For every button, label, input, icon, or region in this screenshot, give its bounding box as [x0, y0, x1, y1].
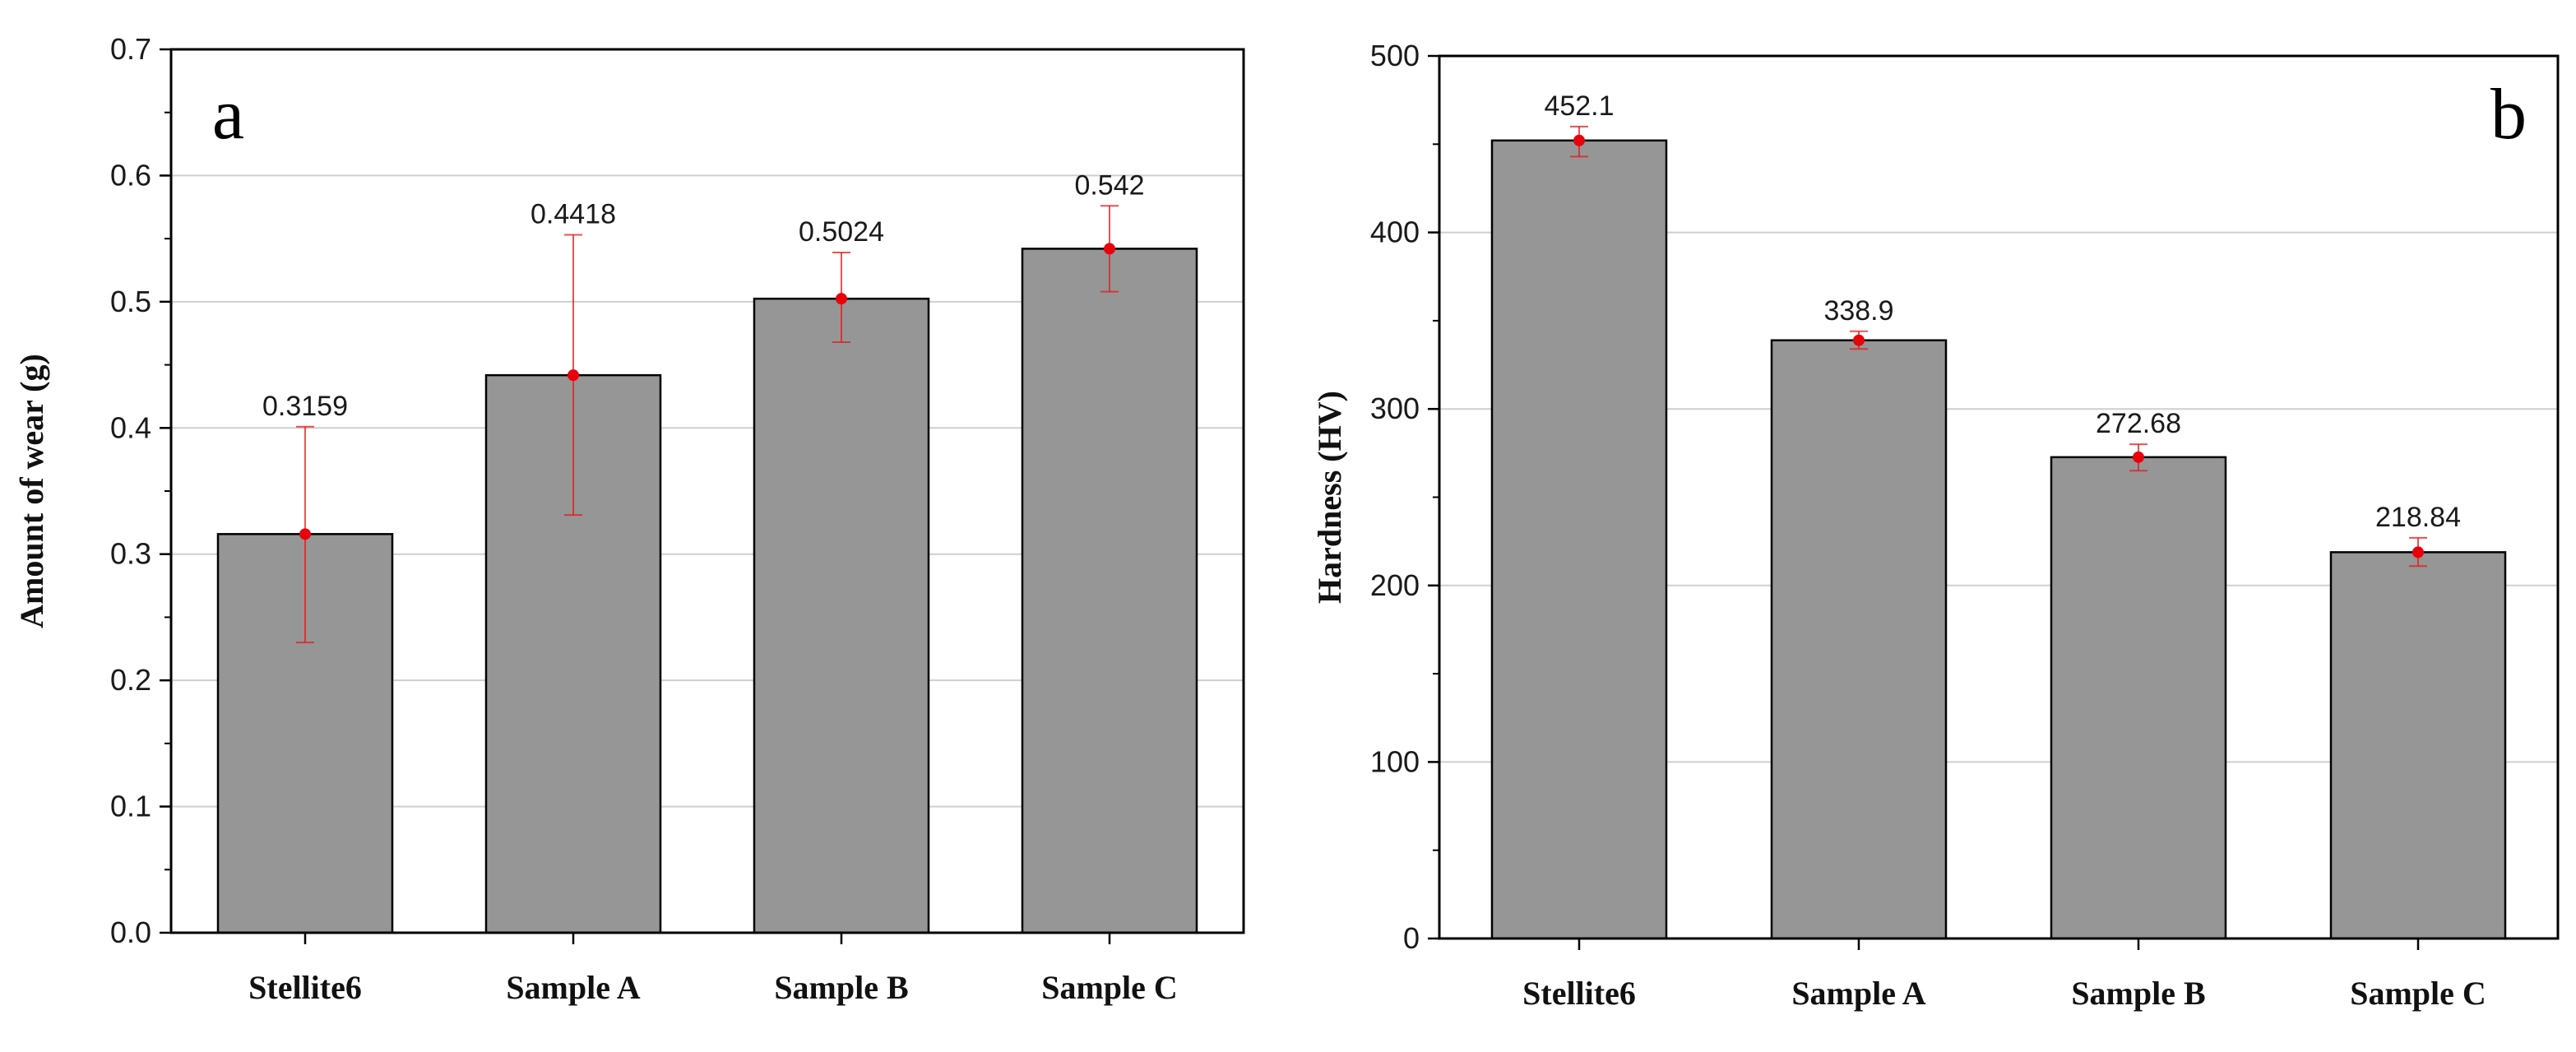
mean-point	[836, 293, 847, 305]
bar-sample-a	[1770, 339, 1948, 940]
y-tick-label: 200	[1370, 568, 1420, 602]
mean-point	[1573, 134, 1585, 146]
y-tick-label: 0.7	[110, 32, 151, 66]
data-label: 218.84	[2375, 502, 2461, 533]
x-tick-label: Sample C	[1041, 969, 1178, 1006]
mean-point	[1853, 334, 1865, 346]
bar-sample-c	[1021, 248, 1198, 934]
y-tick-label: 400	[1370, 215, 1420, 249]
y-tick-label: 0.0	[110, 915, 151, 949]
y-axis-title: Amount of wear (g)	[13, 354, 50, 628]
y-axis-title: Hardness (HV)	[1311, 391, 1348, 604]
panel-label: a	[212, 75, 244, 155]
mean-point	[568, 369, 579, 382]
bar-stellite6	[1490, 139, 1668, 940]
bar-sample-b	[753, 297, 930, 934]
plot-frame	[169, 48, 1245, 934]
y-tick-label: 0.6	[110, 158, 151, 192]
y-tick-label: 0.5	[110, 285, 151, 318]
x-tick-label: Sample B	[774, 969, 908, 1006]
data-label: 0.4418	[530, 199, 616, 230]
x-tick-label: Sample A	[506, 969, 640, 1006]
mean-point	[2412, 546, 2424, 558]
x-tick-label: Stellite6	[248, 969, 362, 1006]
mean-point	[1104, 243, 1115, 255]
x-tick-label: Sample B	[2071, 975, 2205, 1012]
chart-panel-a: 0.0 0.1 0.2 0.3 0.4 0.5 0.6 0.7 0.3159 0.4418 0.50…	[13, 32, 1245, 1006]
chart-panel-b: 0 100 200 300 400 500 452.1 338.9 272.68 218.84 St…	[1311, 39, 2560, 1012]
x-tick-label: Sample A	[1791, 975, 1925, 1012]
x-tick-label: Stellite6	[1522, 975, 1636, 1012]
plot-frame	[1438, 54, 2560, 940]
data-label: 0.5024	[799, 216, 884, 248]
x-tick-label: Sample C	[2350, 975, 2486, 1012]
y-tick-label: 0.1	[110, 790, 151, 823]
y-tick-label: 0.2	[110, 663, 151, 697]
bar-stellite6	[216, 533, 394, 934]
bar-sample-c	[2329, 551, 2507, 940]
y-tick-label: 100	[1370, 744, 1420, 778]
data-label: 452.1	[1544, 90, 1614, 122]
y-tick-label: 0.3	[110, 537, 151, 571]
data-label: 338.9	[1823, 295, 1893, 327]
y-tick-label: 0	[1403, 921, 1420, 955]
y-tick-label: 0.4	[110, 410, 151, 444]
mean-point	[2133, 451, 2144, 463]
y-tick-label: 500	[1370, 39, 1420, 72]
mean-point	[299, 528, 311, 540]
data-label: 272.68	[2096, 408, 2181, 439]
data-label: 0.542	[1074, 169, 1144, 201]
panel-label: b	[2490, 75, 2527, 155]
y-tick-label: 300	[1370, 392, 1420, 425]
bar-sample-b	[2050, 456, 2227, 940]
data-label: 0.3159	[262, 391, 348, 422]
